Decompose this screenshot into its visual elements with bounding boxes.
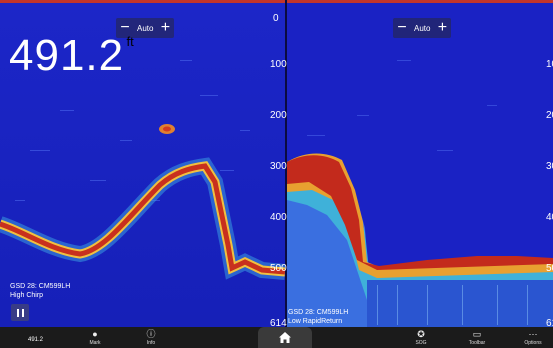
home-button[interactable] xyxy=(258,327,312,348)
toolbar-depth[interactable]: 491.2 xyxy=(28,337,44,343)
depth-scale-label: 614 xyxy=(270,318,287,329)
sog-button[interactable]: ✪ SOG xyxy=(401,328,441,346)
sonar-pane-right[interactable]: − Auto + GSD 28: CM599LH Low RapidReturn xyxy=(287,0,553,327)
zoom-in-button-right[interactable]: + xyxy=(437,19,448,36)
depth-scale-right-label: 10 xyxy=(546,59,553,70)
depth-readout: 491.2 ft xyxy=(9,31,134,80)
depth-unit: ft xyxy=(125,34,135,49)
source-mode-right: Low RapidReturn xyxy=(288,318,343,325)
lifebuoy-icon: ✪ xyxy=(417,329,425,339)
source-device-left: GSD 28: CM599LH xyxy=(10,283,71,290)
toolbar-icon: ▭ xyxy=(472,329,482,339)
pause-icon xyxy=(16,308,19,317)
more-options-icon: ⋯ xyxy=(528,329,538,339)
depth-scale-label: 400 xyxy=(270,212,287,223)
home-icon xyxy=(279,332,291,343)
zoom-control-left: − Auto + xyxy=(116,18,175,38)
depth-scale-right-label: 50 xyxy=(546,263,553,274)
depth-scale-label: 300 xyxy=(270,161,287,172)
sonar-image-right xyxy=(287,0,553,327)
sonar-pane-left[interactable]: − Auto + 491.2 ft GSD 28: CM599LH High C… xyxy=(0,0,285,327)
depth-scale-label: 100 xyxy=(270,59,287,70)
source-info-right: GSD 28: CM599LH Low RapidReturn xyxy=(288,308,348,326)
zoom-control-right: − Auto + xyxy=(393,18,452,38)
depth-scale-label: 200 xyxy=(270,110,287,121)
depth-scale-right-label: 40 xyxy=(546,212,553,223)
source-device-right: GSD 28: CM599LH xyxy=(288,309,349,316)
fish-target xyxy=(159,124,175,134)
info-button[interactable]: ⓘ Info xyxy=(131,328,171,346)
source-mode-left: High Chirp xyxy=(10,292,44,299)
pane-divider[interactable] xyxy=(285,0,287,327)
toolbar-button[interactable]: ▭ Toolbar xyxy=(457,328,497,346)
depth-scale-right-label: 30 xyxy=(546,161,553,172)
sonar-image-left xyxy=(0,0,285,327)
zoom-in-button[interactable]: + xyxy=(160,19,171,36)
zoom-mode-label-right[interactable]: Auto xyxy=(414,23,431,33)
depth-value: 491.2 xyxy=(9,31,125,80)
info-label: Info xyxy=(146,340,156,346)
options-button[interactable]: ⋯ Options xyxy=(513,328,553,346)
depth-scale-label: 500 xyxy=(270,263,287,274)
options-label: Options xyxy=(524,340,542,346)
sog-label: SOG xyxy=(415,340,427,346)
depth-scale-right-label: 61 xyxy=(546,318,553,329)
zoom-out-button-right[interactable]: − xyxy=(397,19,407,36)
toolbar-label: Toolbar xyxy=(468,340,486,346)
mark-button[interactable]: ● Mark xyxy=(75,328,115,346)
pause-button[interactable] xyxy=(11,304,29,321)
pause-icon-bar xyxy=(21,308,24,317)
mark-label: Mark xyxy=(89,340,101,346)
info-icon: ⓘ xyxy=(146,329,156,339)
zoom-mode-label[interactable]: Auto xyxy=(137,23,154,33)
map-pin-icon: ● xyxy=(92,329,98,339)
source-info-left: GSD 28: CM599LH High Chirp xyxy=(10,282,70,300)
depth-scale-label: 0 xyxy=(273,13,279,24)
depth-unit-text: ft xyxy=(126,34,134,49)
zoom-out-button[interactable]: − xyxy=(120,19,130,36)
depth-scale-right-label: 20 xyxy=(546,110,553,121)
